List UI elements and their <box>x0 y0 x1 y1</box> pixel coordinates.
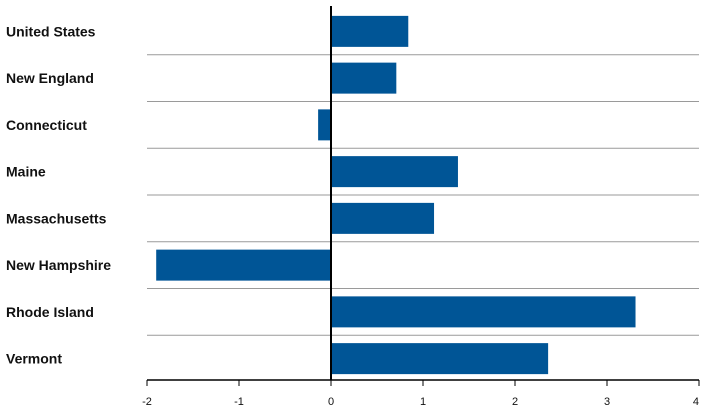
category-label: Rhode Island <box>6 304 94 320</box>
bar <box>331 296 636 328</box>
category-label: Vermont <box>6 351 62 367</box>
category-label: New England <box>6 70 94 86</box>
x-tick-label: 0 <box>328 396 334 408</box>
x-tick-label: 3 <box>604 396 610 408</box>
x-tick-label: 4 <box>693 396 699 408</box>
x-tick-label: 2 <box>512 396 518 408</box>
bar <box>331 62 397 94</box>
bar <box>156 249 331 281</box>
category-label: Connecticut <box>6 117 87 133</box>
x-axis: -2 -1 0 1 2 3 4 <box>142 379 700 408</box>
category-label: Maine <box>6 164 46 180</box>
x-tick-label: -1 <box>234 396 244 408</box>
bar <box>331 343 549 375</box>
category-separators <box>147 54 699 336</box>
category-label: United States <box>6 23 96 39</box>
bar <box>331 15 409 47</box>
category-labels: United States New England Connecticut Maine… <box>6 23 111 366</box>
category-label: Massachusetts <box>6 210 107 226</box>
bars <box>156 15 636 375</box>
x-tick-label: 1 <box>420 396 426 408</box>
bar <box>318 109 331 141</box>
bar <box>331 202 435 234</box>
x-tick-label: -2 <box>142 396 152 408</box>
bar <box>331 156 458 188</box>
category-label: New Hampshire <box>6 257 111 273</box>
